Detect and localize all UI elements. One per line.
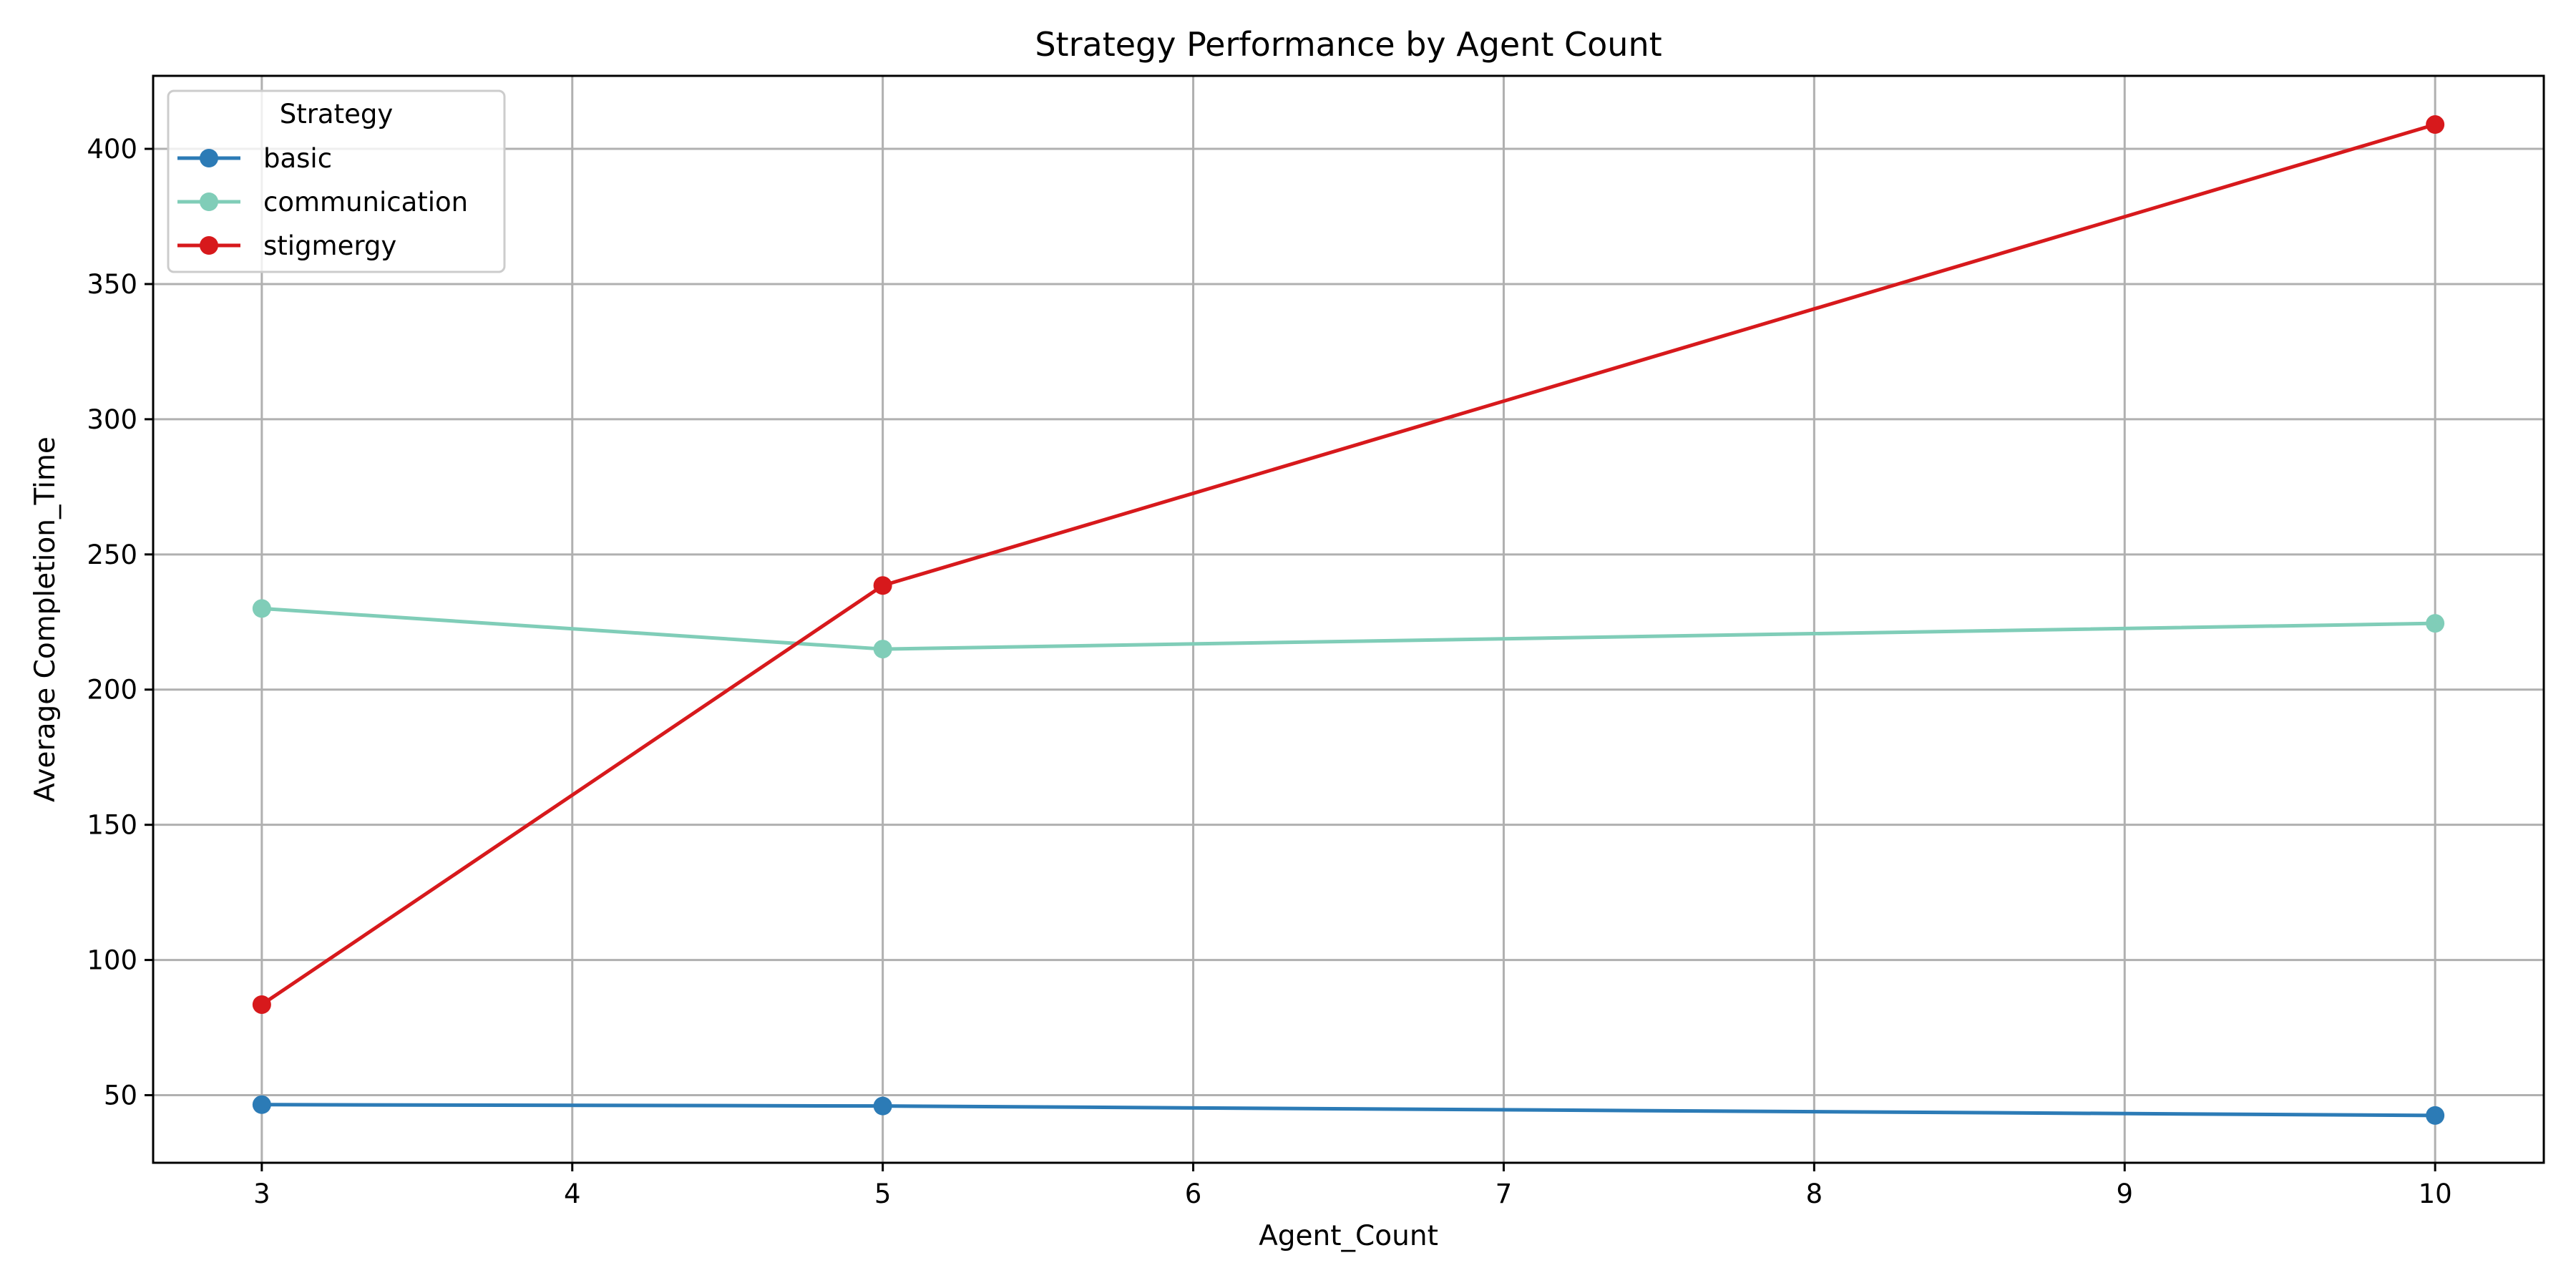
- series-line-basic: [260, 1103, 2437, 1118]
- series-stigmergy: [252, 115, 2445, 1014]
- data-point-communication: [2426, 614, 2445, 633]
- x-tick-label: 4: [564, 1179, 581, 1209]
- x-tick-label: 10: [2419, 1179, 2452, 1209]
- series-line-stigmergy: [260, 122, 2437, 1007]
- legend-swatch-marker: [200, 236, 218, 255]
- x-tick-label: 8: [1806, 1179, 1823, 1209]
- data-point-communication: [873, 640, 892, 659]
- data-point-stigmergy: [252, 995, 271, 1014]
- y-tick-label: 300: [87, 404, 137, 435]
- x-tick-label: 9: [2116, 1179, 2133, 1209]
- legend-label: basic: [263, 143, 332, 174]
- legend-label: communication: [263, 187, 468, 218]
- y-tick-label: 50: [104, 1080, 137, 1111]
- legend-item-basic: basic: [177, 143, 332, 174]
- legend-label: stigmergy: [263, 230, 396, 261]
- data-point-communication: [252, 599, 271, 618]
- data-point-stigmergy: [2426, 115, 2445, 135]
- data-point-basic: [873, 1096, 892, 1116]
- y-tick-label: 400: [87, 134, 137, 165]
- data-point-basic: [252, 1095, 271, 1114]
- y-tick-label: 150: [87, 810, 137, 841]
- chart-title: Strategy Performance by Agent Count: [1035, 25, 1662, 64]
- x-tick-label: 5: [874, 1179, 892, 1209]
- y-tick-label: 100: [87, 945, 137, 976]
- x-tick-label: 6: [1185, 1179, 1202, 1209]
- series-basic: [252, 1095, 2445, 1125]
- y-tick-label: 350: [87, 269, 137, 300]
- x-tick-label: 7: [1496, 1179, 1513, 1209]
- legend-box: [167, 89, 506, 273]
- y-tick-label: 250: [87, 540, 137, 570]
- legend-item-communication: communication: [177, 187, 468, 218]
- plot-frame: [152, 74, 2545, 1164]
- y-axis-label: Average Completion_Time: [29, 436, 62, 802]
- legend-item-stigmergy: stigmergy: [177, 230, 396, 261]
- legend: Strategy basic communication stigmergy: [167, 89, 506, 273]
- x-axis-label: Agent_Count: [1259, 1220, 1438, 1252]
- x-tick-label: 3: [253, 1179, 270, 1209]
- data-point-basic: [2426, 1106, 2445, 1125]
- legend-title: Strategy: [280, 99, 394, 130]
- series-layer: [252, 115, 2445, 1125]
- series-line-communication: [260, 606, 2437, 651]
- ticks: 3 4 5 6 7 8 9 10 50 100 150 200 250 300 350 400: [87, 134, 2451, 1209]
- legend-swatch-marker: [200, 192, 218, 211]
- data-point-stigmergy: [873, 576, 892, 595]
- grid: [153, 76, 2544, 1163]
- y-tick-label: 200: [87, 675, 137, 706]
- legend-swatch-marker: [200, 149, 218, 167]
- series-communication: [252, 599, 2445, 659]
